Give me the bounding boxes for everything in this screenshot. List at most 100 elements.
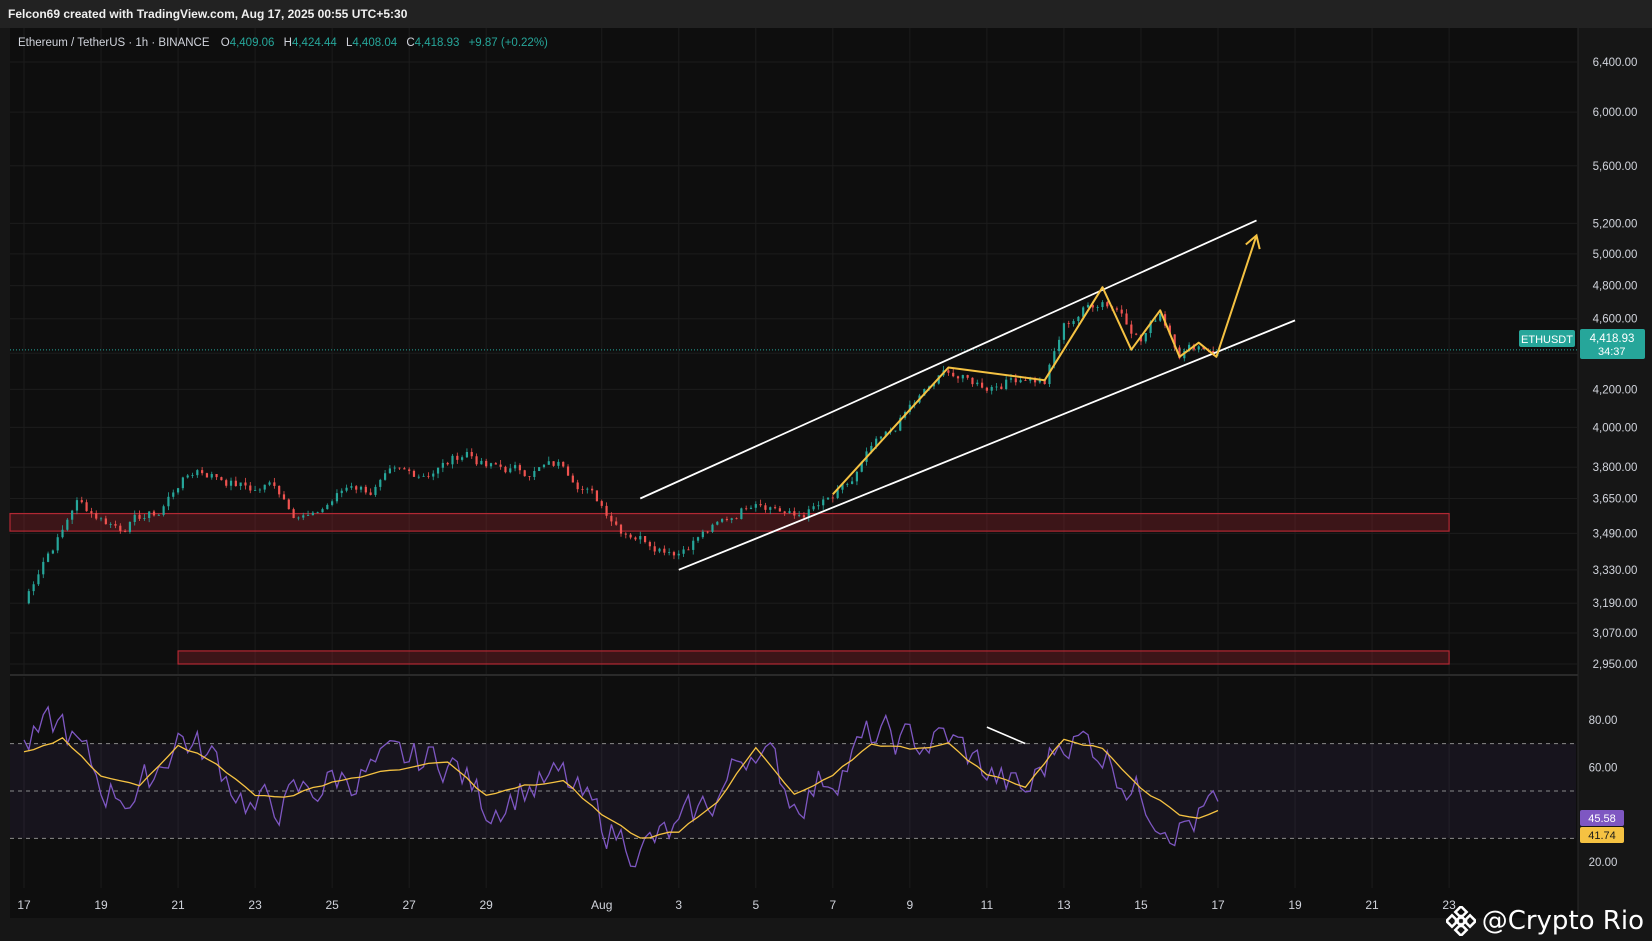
rsi-tick-label: 80.00 [1589, 715, 1618, 727]
candle [157, 513, 160, 516]
candle [350, 482, 353, 490]
candle [186, 474, 189, 479]
ticker-tag [1519, 330, 1575, 347]
rsi-tag-value: 45.58 [1588, 813, 1616, 825]
candle [1120, 305, 1123, 317]
channel-line-lower[interactable] [678, 319, 1296, 571]
candle [624, 532, 627, 539]
candle [133, 510, 136, 526]
price-tick-label: 3,800.00 [1593, 462, 1638, 474]
candle [542, 463, 546, 469]
support-zone[interactable] [177, 650, 1450, 665]
candle [465, 448, 469, 459]
price-tick-label: 3,650.00 [1593, 493, 1638, 505]
time-axis[interactable] [10, 888, 1578, 918]
time-tick-label: 17 [17, 898, 31, 912]
candle [990, 385, 993, 395]
candle [403, 466, 406, 470]
time-tick-label: 17 [1211, 898, 1225, 912]
rsi-ma-line [23, 736, 1219, 839]
candle [282, 491, 286, 500]
candle [846, 482, 849, 488]
candle [239, 482, 242, 490]
candle [610, 512, 613, 526]
candle [306, 510, 310, 516]
candle [61, 525, 64, 539]
rsi-trendline-drawing[interactable] [986, 726, 1026, 745]
candle [513, 461, 517, 472]
candle [263, 484, 266, 493]
price-tick-label: 2,950.00 [1593, 659, 1638, 671]
candle [576, 479, 579, 493]
candle [278, 485, 281, 498]
time-tick-label: 29 [480, 898, 494, 912]
time-tick-label: 13 [1057, 898, 1071, 912]
candle [807, 505, 810, 522]
candle [894, 430, 897, 433]
price-tick-label: 3,190.00 [1593, 598, 1638, 610]
candle [711, 523, 714, 534]
candle [456, 452, 459, 464]
candle [841, 483, 844, 494]
time-tick-label: 21 [171, 898, 185, 912]
candle [605, 502, 608, 519]
price-axis[interactable]: 6,400.00 6,000.00 5,600.00 5,200.00 5,000.00… [1589, 57, 1638, 869]
candle [1135, 332, 1138, 336]
time-tick-label: 3 [675, 898, 682, 912]
candle [812, 502, 815, 512]
candle [730, 517, 733, 524]
time-tick-label: 11 [981, 898, 994, 912]
time-tick-label: Aug [591, 898, 612, 912]
rsi-pane[interactable] [10, 676, 1578, 888]
legend-close-value: 4,418.93 [415, 37, 460, 49]
candle [253, 485, 257, 491]
candle [335, 489, 339, 504]
candle [745, 505, 748, 511]
candle [773, 504, 777, 510]
candle [1005, 376, 1008, 391]
projection-arrowhead [1245, 233, 1261, 250]
candle [1159, 312, 1162, 322]
ticker-tag-text: ETHUSDT [1521, 334, 1573, 346]
candle [566, 464, 570, 477]
candle [436, 467, 440, 479]
price-tick-label: 3,490.00 [1593, 528, 1638, 540]
legend-high-value: 4,424.44 [292, 37, 337, 49]
candle [1086, 302, 1090, 308]
time-tick-label: 15 [1134, 898, 1148, 912]
rsi-value-tags: 45.58 41.74 [1580, 810, 1624, 843]
support-zone[interactable] [9, 512, 1450, 532]
time-tick-label: 27 [402, 898, 416, 912]
price-tick-label: 3,070.00 [1593, 628, 1638, 640]
candle [215, 474, 218, 481]
candle [311, 510, 314, 516]
price-pane[interactable] [10, 28, 1578, 674]
candle [393, 465, 396, 472]
candle [533, 466, 536, 481]
candle [119, 523, 122, 534]
channel-line-upper[interactable] [639, 219, 1257, 500]
rsi-tick-label: 60.00 [1589, 762, 1618, 774]
candle [615, 517, 618, 526]
candle [788, 508, 791, 514]
candle [562, 461, 565, 468]
candle [769, 506, 772, 515]
candle [56, 533, 59, 554]
candle [1101, 300, 1104, 310]
wave-projection-path[interactable] [832, 235, 1258, 495]
candle [42, 557, 45, 579]
time-axis-labels[interactable]: 17 19 21 23 25 27 29 Aug 3 5 7 9 11 13 15 17 19 21 23 [17, 898, 1456, 912]
candle [663, 545, 666, 556]
candle [591, 485, 594, 494]
legend-low-label: L [346, 37, 353, 49]
candle [1072, 319, 1075, 327]
legend-symbol: Ethereum / TetherUS · 1h · BINANCE [18, 37, 210, 49]
watermark-text: @Crypto Rio [1481, 906, 1644, 936]
candle [71, 509, 74, 525]
candle [855, 470, 859, 486]
candle [778, 505, 781, 512]
candle [1183, 348, 1186, 362]
candle [398, 467, 401, 471]
legend-high-label: H [284, 37, 292, 49]
